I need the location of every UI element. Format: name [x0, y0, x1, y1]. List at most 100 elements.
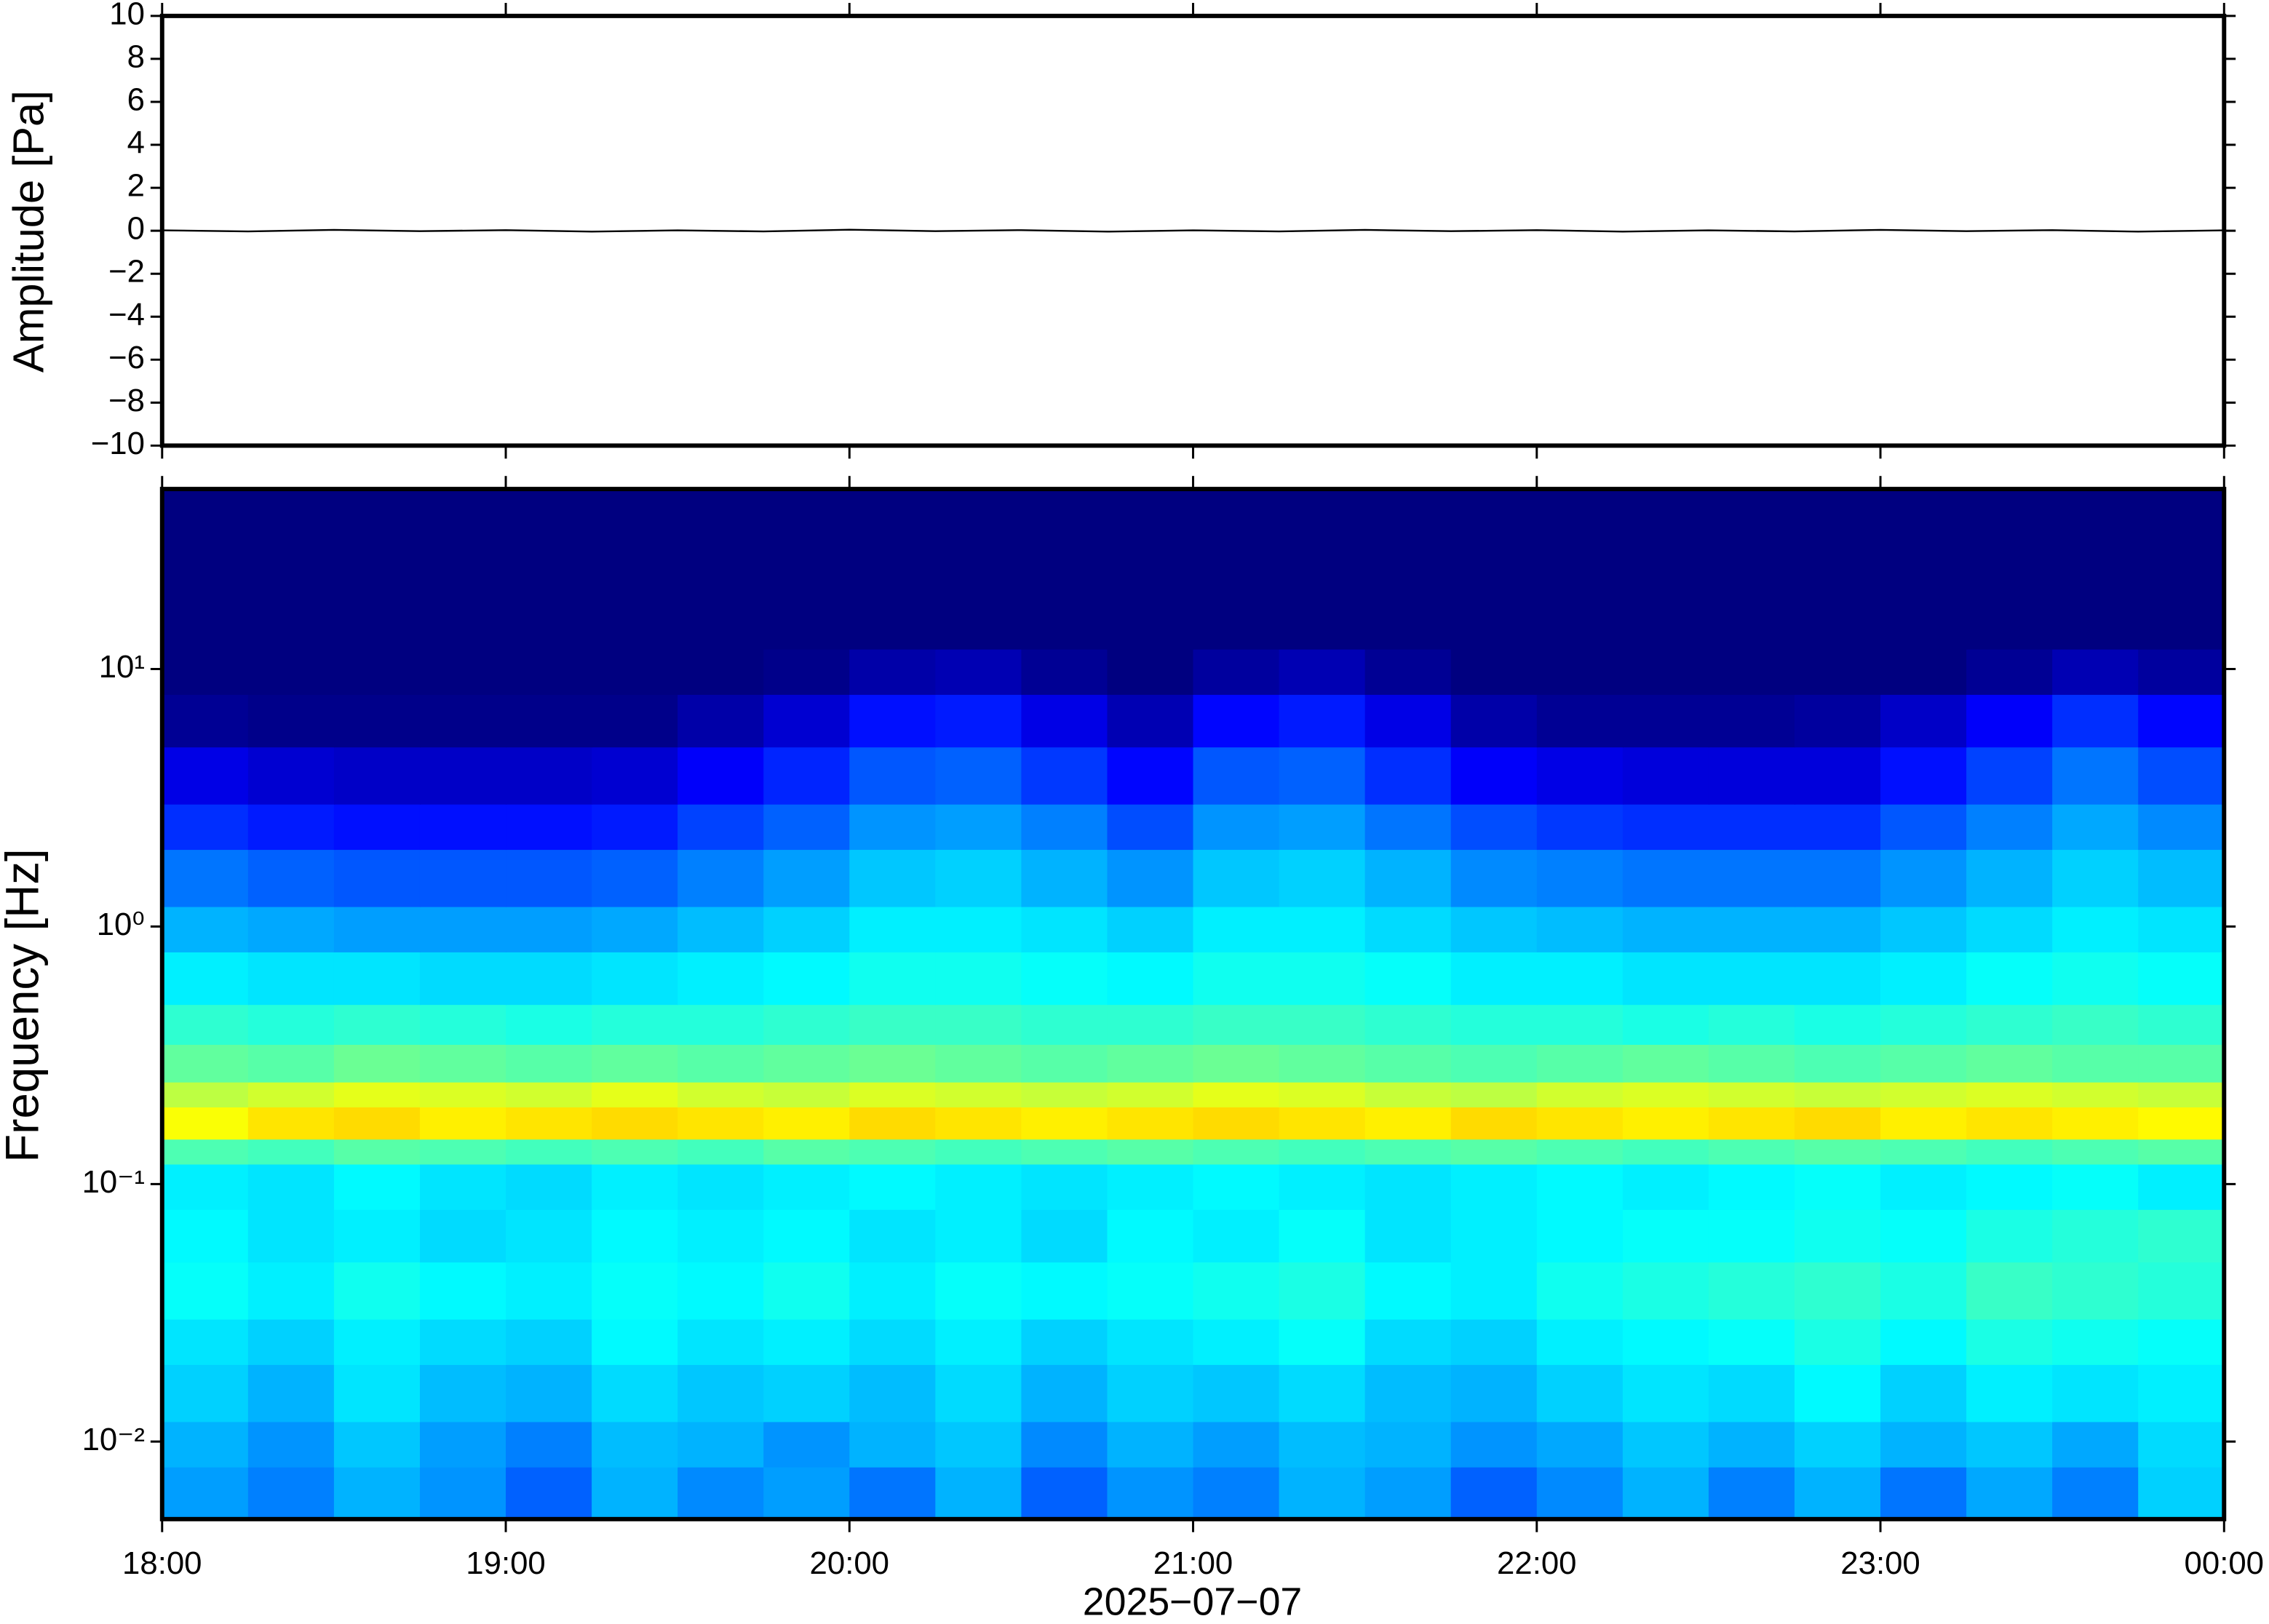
spectrogram-cell: [1021, 1318, 1108, 1365]
spectrogram-cell: [677, 1043, 765, 1083]
spectrogram-cell: [2052, 489, 2139, 650]
spectrogram-cell: [935, 1163, 1022, 1210]
spectrogram-cell: [162, 693, 250, 748]
spectrogram-cell: [1193, 1106, 1280, 1140]
spectrogram-cell: [849, 848, 937, 907]
spectrogram-cell: [763, 906, 851, 952]
spectrogram-cell: [1193, 1081, 1280, 1108]
spectrogram-cell: [419, 1421, 507, 1468]
spectrogram-cell: [2052, 1364, 2139, 1422]
spectrogram-cell: [1364, 1106, 1452, 1140]
spectrogram-cell: [1708, 803, 1796, 851]
spectrogram-cell: [2052, 848, 2139, 907]
spectrogram-cell: [1364, 1364, 1452, 1422]
x-tick-label: 18:00: [122, 1545, 202, 1581]
spectrogram-cell: [935, 1209, 1022, 1263]
spectrogram-cell: [677, 1003, 765, 1045]
spectrogram-cell: [1794, 951, 1882, 1006]
spectrogram-cell: [1364, 1163, 1452, 1210]
spectrogram-cell: [247, 848, 335, 907]
spectrogram-cell: [935, 1261, 1022, 1320]
x-tick-label: 00:00: [2185, 1545, 2264, 1581]
spectrogram-cell: [333, 693, 421, 748]
spectrogram-cell: [935, 906, 1022, 952]
spectrogram-cell: [592, 848, 679, 907]
spectrogram-cell: [2052, 693, 2139, 748]
spectrogram-cell: [247, 1318, 335, 1365]
spectrogram-cell: [1536, 1261, 1624, 1320]
spectrogram-cell: [162, 747, 250, 805]
axes: −10 −8 −6 −4 −2 0 2 4 6 8 10 10⁻² 10⁻¹ 10⁰ 10¹ 18:00 19:…: [82, 0, 2264, 1581]
y-axis-label: Frequency [Hz]: [0, 848, 49, 1162]
spectrogram-cell: [1536, 1364, 1624, 1422]
spectrogram-cell: [592, 1421, 679, 1468]
spectrogram-cell: [1364, 803, 1452, 851]
spectrogram-cell: [592, 1139, 679, 1165]
spectrogram-cell: [1622, 648, 1710, 695]
spectrogram-cell: [1193, 1209, 1280, 1263]
spectrogram-cell: [1021, 489, 1108, 650]
spectrogram-cell: [247, 1081, 335, 1108]
spectrogram-cell: [2052, 1081, 2139, 1108]
spectrogram-cell: [1450, 1043, 1538, 1083]
spectrogram-cell: [763, 1081, 851, 1108]
spectrogram-cell: [1279, 1043, 1366, 1083]
spectrogram-cell: [1193, 906, 1280, 952]
spectrogram-cell: [2138, 747, 2225, 805]
spectrogram-cell: [1794, 747, 1882, 805]
spectrogram-cell: [1794, 1209, 1882, 1263]
spectrogram-cell: [763, 693, 851, 748]
spectrogram-cell: [419, 747, 507, 805]
spectrogram-cell: [1107, 1043, 1194, 1083]
spectrogram-cell: [1708, 1209, 1796, 1263]
spectrogram-cell: [1450, 1139, 1538, 1165]
spectrogram-cell: [1107, 1364, 1194, 1422]
spectrogram-cell: [2052, 1318, 2139, 1365]
spectrogram-cell: [333, 1081, 421, 1108]
spectrogram-cell: [592, 648, 679, 695]
spectrogram-cell: [935, 1364, 1022, 1422]
spectrogram-cell: [849, 489, 937, 650]
spectrogram-cell: [1966, 1364, 2054, 1422]
spectrogram-cell: [1794, 906, 1882, 952]
spectrogram-cell: [1880, 489, 1968, 650]
spectrogram-cell: [2052, 747, 2139, 805]
spectrogram-cell: [2052, 1466, 2139, 1521]
spectrogram-cell: [247, 951, 335, 1006]
spectrogram-cell: [1966, 1106, 2054, 1140]
spectrogram-cell: [419, 1209, 507, 1263]
spectrogram-cell: [162, 1466, 250, 1521]
spectrogram-cell: [1279, 1106, 1366, 1140]
spectrogram-cell: [849, 1081, 937, 1108]
spectrogram-cell: [1021, 1043, 1108, 1083]
spectrogram-cell: [2138, 803, 2225, 851]
spectrogram-cell: [506, 648, 593, 695]
spectrogram-cell: [763, 648, 851, 695]
waveform-panel: [162, 228, 2225, 233]
spectrogram-cell: [1450, 906, 1538, 952]
spectrogram-cell: [935, 747, 1022, 805]
spectrogram-cell: [1794, 848, 1882, 907]
spectrogram-cell: [1708, 1163, 1796, 1210]
spectrogram-cell: [1364, 1318, 1452, 1365]
spectrogram-cell: [677, 1364, 765, 1422]
spectrogram-cell: [1364, 648, 1452, 695]
spectrogram-cell: [1279, 1364, 1366, 1422]
spectrogram-cell: [1193, 1043, 1280, 1083]
spectrogram-cell: [1364, 1003, 1452, 1045]
spectrogram-cell: [1107, 648, 1194, 695]
spectrogram-cell: [1794, 1139, 1882, 1165]
spectrogram-cell: [333, 1139, 421, 1165]
spectrogram-cell: [1708, 1261, 1796, 1320]
spectrogram-cell: [1536, 951, 1624, 1006]
spectrogram-cell: [1622, 1163, 1710, 1210]
spectrogram-cell: [1880, 1209, 1968, 1263]
spectrogram-cell: [763, 489, 851, 650]
spectrogram-cell: [162, 848, 250, 907]
spectrogram-cell: [763, 747, 851, 805]
spectrogram-cell: [2138, 1421, 2225, 1468]
spectrogram-cell: [935, 951, 1022, 1006]
spectrogram-cell: [1021, 1163, 1108, 1210]
spectrogram-cell: [592, 1003, 679, 1045]
spectrogram-cell: [1193, 1139, 1280, 1165]
